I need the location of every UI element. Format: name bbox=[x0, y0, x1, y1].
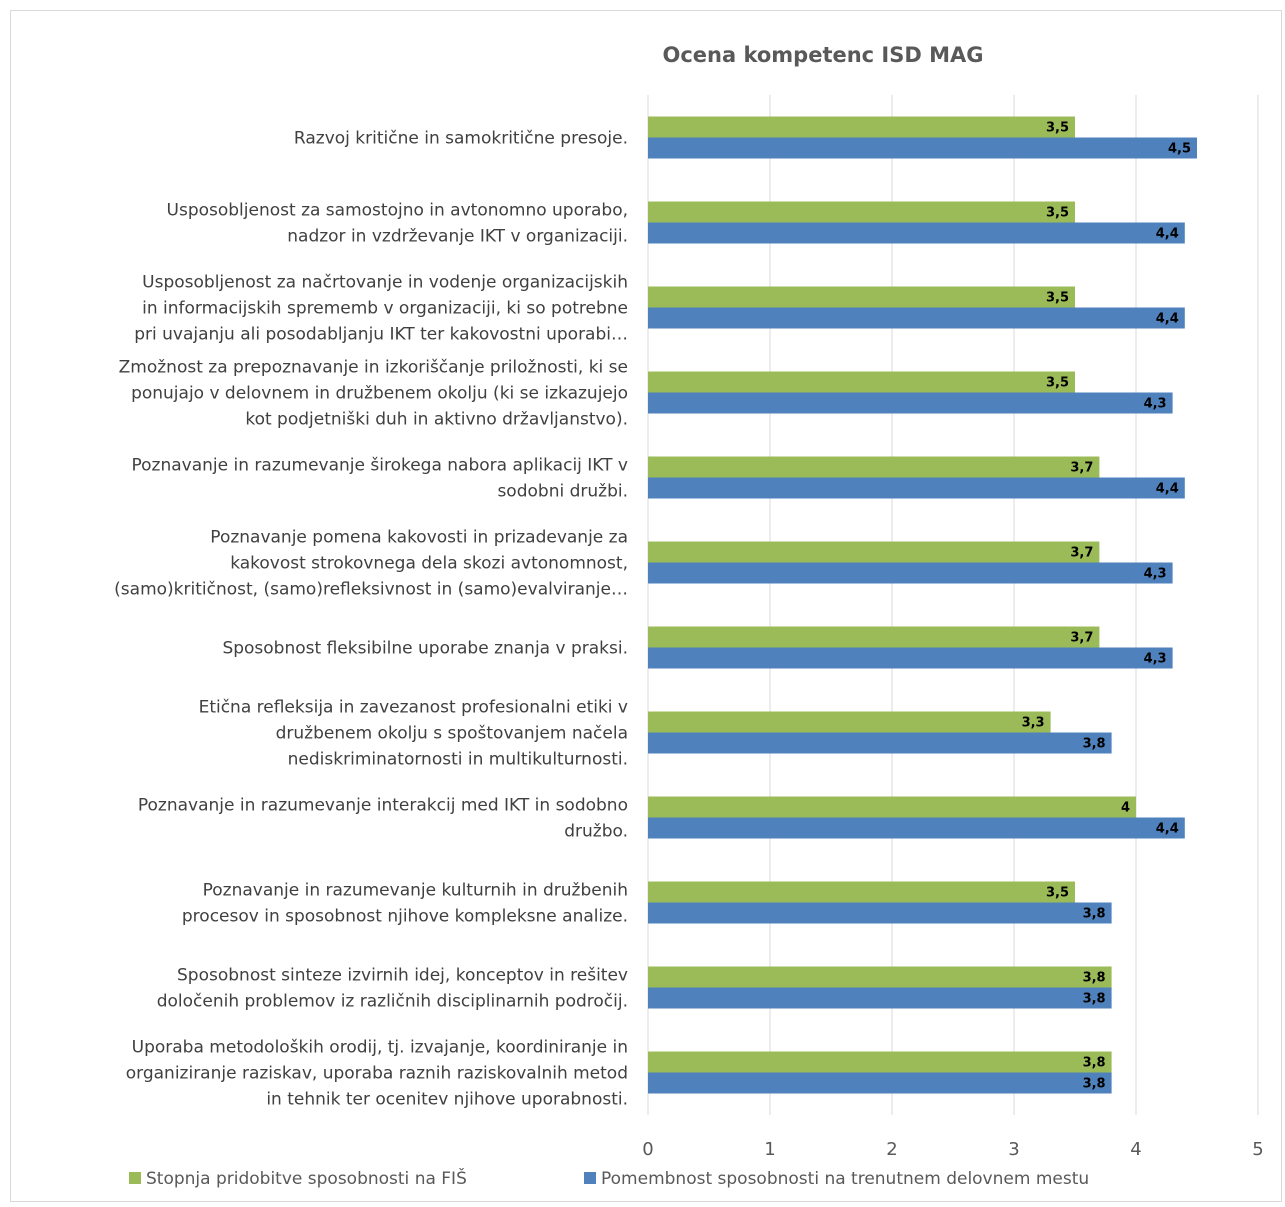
data-label: 3,8 bbox=[1083, 737, 1106, 752]
data-label: 3,5 bbox=[1046, 291, 1069, 306]
bar-workplace bbox=[648, 137, 1197, 159]
legend-swatch bbox=[584, 1172, 596, 1184]
data-label: 3,7 bbox=[1070, 631, 1093, 646]
data-label: 4,4 bbox=[1156, 822, 1179, 837]
category-label: Uporaba metodoloških orodij, tj. izvajan… bbox=[132, 1038, 628, 1058]
data-labels: 3,5 4,5 3,5 4,4 3,5 4,4 3,5 4,3 3,7 4,4 3,7 4,3 3,7 4… bbox=[1022, 121, 1191, 1092]
category-label: Zmožnost za prepoznavanje in izkoriščanj… bbox=[119, 358, 628, 378]
bar-fis bbox=[648, 456, 1100, 478]
data-label: 3,8 bbox=[1083, 1056, 1106, 1071]
category-label: Razvoj kritične in samokritične presoje. bbox=[294, 129, 628, 149]
x-axis-ticks: 0 1 2 3 4 5 bbox=[642, 1139, 1263, 1160]
bar-workplace bbox=[648, 392, 1173, 414]
category-label: Sposobnost sinteze izvirnih idej, koncep… bbox=[177, 966, 628, 986]
data-label: 3,8 bbox=[1083, 907, 1106, 922]
data-label: 3,5 bbox=[1046, 121, 1069, 136]
x-tick-label: 1 bbox=[764, 1139, 775, 1160]
category-label: družbenem okolju s spoštovanjem načela bbox=[276, 724, 628, 744]
category-label: Poznavanje in razumevanje interakcij med… bbox=[138, 796, 628, 816]
category-label: pri uvajanju ali posodabljanju IKT ter k… bbox=[134, 325, 628, 345]
category-label: Sposobnost fleksibilne uporabe znanja v … bbox=[222, 639, 628, 659]
category-label: družbo. bbox=[564, 822, 628, 842]
chart-title: Ocena kompetenc ISD MAG bbox=[662, 43, 983, 67]
category-label: nediskriminatornosti in multikulturnosti… bbox=[288, 750, 628, 770]
bar-workplace bbox=[648, 902, 1112, 924]
bar-workplace bbox=[648, 1072, 1112, 1094]
data-label: 3,5 bbox=[1046, 206, 1069, 221]
legend: Stopnja pridobitve sposobnosti na FIŠ Pom… bbox=[129, 1167, 1089, 1189]
bar-workplace bbox=[648, 732, 1112, 754]
x-tick-label: 2 bbox=[886, 1139, 897, 1160]
bar-workplace bbox=[648, 222, 1185, 244]
bar-workplace bbox=[648, 307, 1185, 329]
data-label: 3,5 bbox=[1046, 376, 1069, 391]
data-label: 4,3 bbox=[1144, 567, 1167, 582]
bar-fis bbox=[648, 626, 1100, 648]
bar-fis bbox=[648, 201, 1075, 223]
category-label: in tehnik ter ocenitev njihove uporabnos… bbox=[266, 1090, 628, 1110]
bar-workplace bbox=[648, 987, 1112, 1009]
category-label: Usposobljenost za samostojno in avtonomn… bbox=[167, 201, 628, 221]
bar-workplace bbox=[648, 647, 1173, 669]
category-label: nadzor in vzdrževanje IKT v organizaciji… bbox=[287, 227, 628, 247]
category-label: kakovost strokovnega dela skozi avtonomn… bbox=[230, 554, 628, 574]
bar-fis bbox=[648, 541, 1100, 563]
data-label: 4,3 bbox=[1144, 397, 1167, 412]
category-label: in informacijskih sprememb v organizacij… bbox=[142, 299, 628, 319]
category-label: kot podjetniški duh in aktivno državljan… bbox=[245, 410, 628, 430]
data-label: 3,7 bbox=[1070, 546, 1093, 561]
bar-fis bbox=[648, 116, 1075, 138]
category-label: ponujajo v delovnem in družbenem okolju … bbox=[131, 384, 628, 404]
data-label: 3,5 bbox=[1046, 886, 1069, 901]
data-label: 4,4 bbox=[1156, 312, 1179, 327]
category-label: procesov in sposobnost njihove kompleksn… bbox=[182, 907, 628, 927]
gridlines bbox=[647, 95, 1259, 1115]
data-label: 4,4 bbox=[1156, 227, 1179, 242]
bar-fis bbox=[648, 881, 1075, 903]
x-tick-label: 4 bbox=[1130, 1139, 1141, 1160]
bar-fis bbox=[648, 796, 1136, 818]
legend-label: Pomembnost sposobnosti na trenutnem delo… bbox=[601, 1169, 1089, 1189]
category-label: Poznavanje in razumevanje kulturnih in d… bbox=[203, 881, 628, 901]
bar-workplace bbox=[648, 817, 1185, 839]
data-label: 3,7 bbox=[1070, 461, 1093, 476]
bars bbox=[648, 116, 1197, 1094]
category-labels: Razvoj kritične in samokritične presoje.… bbox=[114, 129, 628, 1110]
data-label: 4,5 bbox=[1168, 142, 1191, 157]
legend-label: Stopnja pridobitve sposobnosti na FIŠ bbox=[146, 1167, 467, 1189]
category-label: Etična refleksija in zavezanost profesio… bbox=[199, 698, 628, 718]
bar-fis bbox=[648, 966, 1112, 988]
category-label: Poznavanje in razumevanje širokega nabor… bbox=[132, 456, 628, 476]
category-label: sodobni družbi. bbox=[497, 482, 628, 502]
bar-workplace bbox=[648, 477, 1185, 499]
category-label: organiziranje raziskav, uporaba raznih r… bbox=[126, 1064, 628, 1084]
legend-swatch bbox=[129, 1172, 141, 1184]
data-label: 4 bbox=[1121, 801, 1130, 816]
data-label: 3,8 bbox=[1083, 1077, 1106, 1092]
category-label: (samo)kritičnost, (samo)refleksivnost in… bbox=[114, 580, 628, 600]
data-label: 4,3 bbox=[1144, 652, 1167, 667]
category-label: določenih problemov iz različnih discipl… bbox=[157, 992, 628, 1012]
bar-fis bbox=[648, 1051, 1112, 1073]
bar-fis bbox=[648, 711, 1051, 733]
data-label: 4,4 bbox=[1156, 482, 1179, 497]
data-label: 3,8 bbox=[1083, 992, 1106, 1007]
category-label: Usposobljenost za načrtovanje in vodenje… bbox=[142, 273, 628, 293]
category-label: Poznavanje pomena kakovosti in prizadeva… bbox=[210, 528, 628, 548]
data-label: 3,8 bbox=[1083, 971, 1106, 986]
data-label: 3,3 bbox=[1022, 716, 1045, 731]
x-tick-label: 3 bbox=[1008, 1139, 1019, 1160]
bar-workplace bbox=[648, 562, 1173, 584]
bar-fis bbox=[648, 286, 1075, 308]
x-tick-label: 5 bbox=[1252, 1139, 1263, 1160]
bar-fis bbox=[648, 371, 1075, 393]
x-tick-label: 0 bbox=[642, 1139, 653, 1160]
